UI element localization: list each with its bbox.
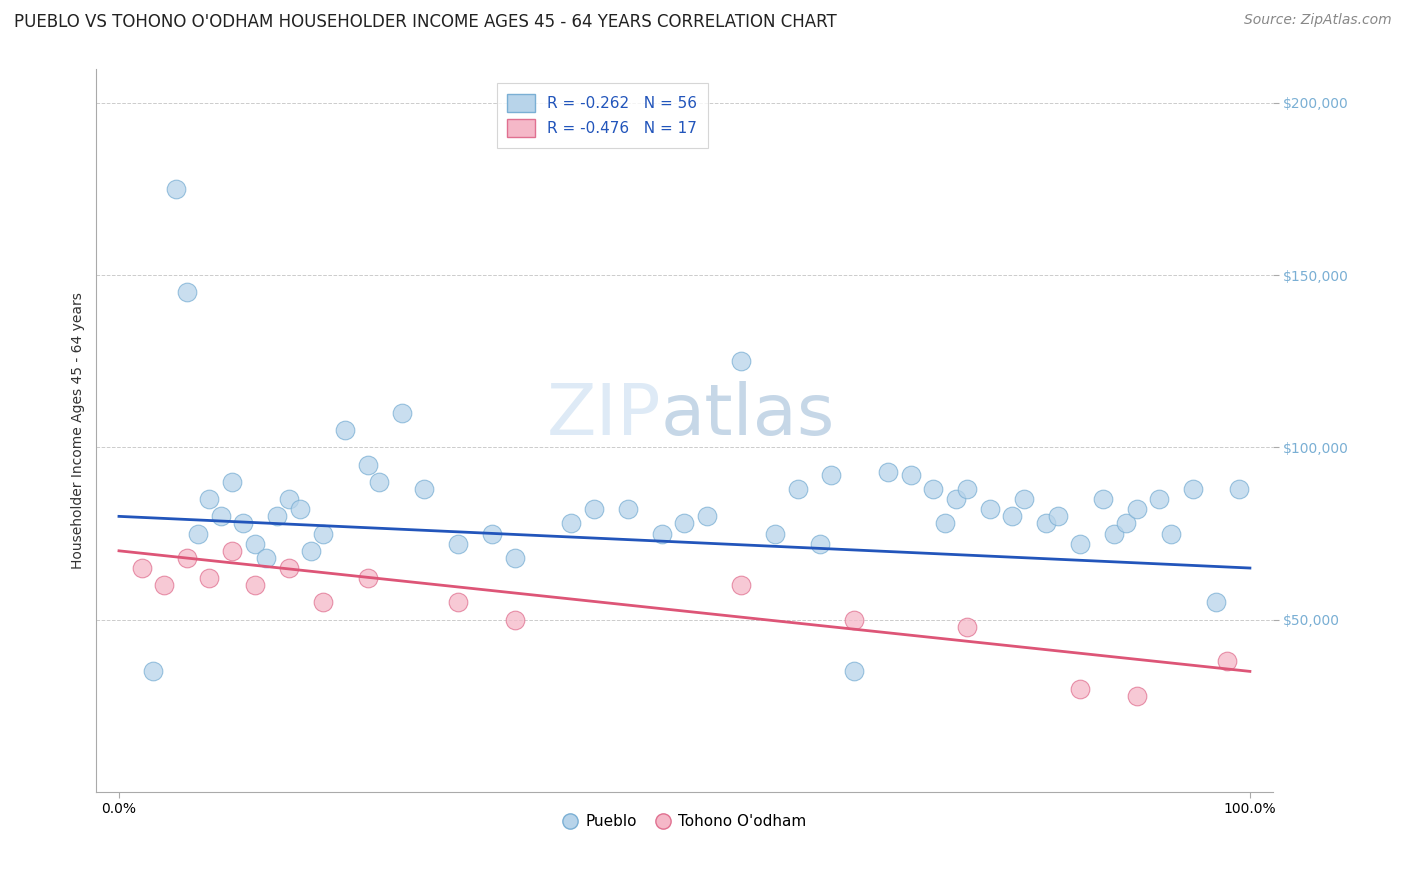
- Text: ZIP: ZIP: [547, 381, 661, 450]
- Point: [945, 492, 967, 507]
- Point: [730, 354, 752, 368]
- Point: [288, 502, 311, 516]
- Point: [254, 550, 277, 565]
- Point: [221, 475, 243, 489]
- Point: [357, 571, 380, 585]
- Point: [131, 561, 153, 575]
- Point: [447, 595, 470, 609]
- Point: [153, 578, 176, 592]
- Point: [842, 613, 865, 627]
- Point: [333, 423, 356, 437]
- Point: [198, 571, 221, 585]
- Point: [187, 526, 209, 541]
- Point: [617, 502, 640, 516]
- Point: [560, 516, 582, 531]
- Point: [391, 406, 413, 420]
- Point: [277, 492, 299, 507]
- Point: [582, 502, 605, 516]
- Point: [808, 537, 831, 551]
- Point: [979, 502, 1001, 516]
- Point: [243, 578, 266, 592]
- Point: [1115, 516, 1137, 531]
- Point: [209, 509, 232, 524]
- Point: [299, 544, 322, 558]
- Point: [266, 509, 288, 524]
- Point: [277, 561, 299, 575]
- Point: [786, 482, 808, 496]
- Point: [922, 482, 945, 496]
- Y-axis label: Householder Income Ages 45 - 64 years: Householder Income Ages 45 - 64 years: [72, 292, 86, 569]
- Point: [842, 665, 865, 679]
- Text: atlas: atlas: [661, 381, 835, 450]
- Point: [877, 465, 900, 479]
- Point: [311, 595, 333, 609]
- Point: [198, 492, 221, 507]
- Point: [368, 475, 391, 489]
- Point: [696, 509, 718, 524]
- Point: [165, 182, 187, 196]
- Point: [730, 578, 752, 592]
- Point: [651, 526, 673, 541]
- Point: [1182, 482, 1205, 496]
- Point: [1069, 537, 1091, 551]
- Point: [413, 482, 436, 496]
- Point: [900, 468, 922, 483]
- Point: [1126, 502, 1149, 516]
- Point: [311, 526, 333, 541]
- Point: [673, 516, 696, 531]
- Point: [503, 550, 526, 565]
- Point: [503, 613, 526, 627]
- Point: [1046, 509, 1069, 524]
- Point: [956, 482, 979, 496]
- Point: [176, 285, 198, 300]
- Legend: Pueblo, Tohono O'odham: Pueblo, Tohono O'odham: [557, 808, 813, 835]
- Point: [1205, 595, 1227, 609]
- Point: [1160, 526, 1182, 541]
- Text: Source: ZipAtlas.com: Source: ZipAtlas.com: [1244, 13, 1392, 28]
- Point: [1001, 509, 1024, 524]
- Point: [1091, 492, 1114, 507]
- Point: [176, 550, 198, 565]
- Point: [142, 665, 165, 679]
- Point: [243, 537, 266, 551]
- Point: [1227, 482, 1250, 496]
- Point: [1216, 654, 1239, 668]
- Point: [232, 516, 254, 531]
- Point: [956, 619, 979, 633]
- Point: [934, 516, 956, 531]
- Point: [447, 537, 470, 551]
- Point: [357, 458, 380, 472]
- Point: [221, 544, 243, 558]
- Point: [1035, 516, 1057, 531]
- Point: [1126, 689, 1149, 703]
- Text: PUEBLO VS TOHONO O'ODHAM HOUSEHOLDER INCOME AGES 45 - 64 YEARS CORRELATION CHART: PUEBLO VS TOHONO O'ODHAM HOUSEHOLDER INC…: [14, 13, 837, 31]
- Point: [763, 526, 786, 541]
- Point: [820, 468, 842, 483]
- Point: [1149, 492, 1171, 507]
- Point: [1012, 492, 1035, 507]
- Point: [481, 526, 503, 541]
- Point: [1102, 526, 1125, 541]
- Point: [1069, 681, 1091, 696]
